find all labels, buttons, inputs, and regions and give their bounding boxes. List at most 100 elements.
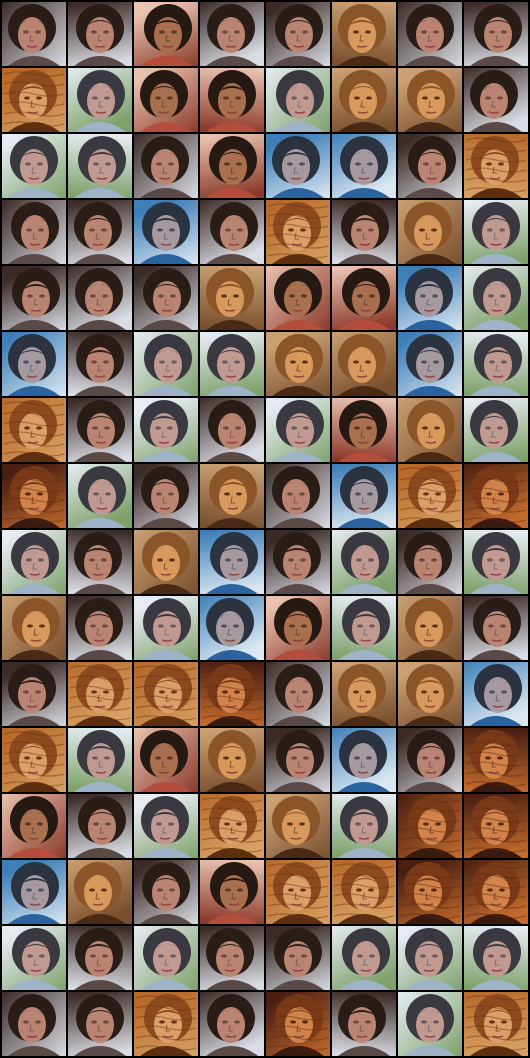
face-thumbnail [266, 266, 330, 330]
face-thumbnail [2, 464, 66, 528]
face-thumbnail [332, 200, 396, 264]
face-thumbnail [266, 926, 330, 990]
face-thumbnail [464, 332, 528, 396]
face-thumbnail [332, 332, 396, 396]
face-thumbnail [200, 68, 264, 132]
face-thumbnail [2, 398, 66, 462]
face-thumbnail [2, 530, 66, 594]
face-thumbnail [398, 860, 462, 924]
face-thumbnail [464, 530, 528, 594]
face-thumbnail [332, 134, 396, 198]
face-thumbnail [134, 728, 198, 792]
face-thumbnail [398, 200, 462, 264]
face-thumbnail [464, 398, 528, 462]
face-thumbnail [398, 794, 462, 858]
face-thumbnail [2, 2, 66, 66]
face-thumbnail [68, 992, 132, 1056]
face-thumbnail [266, 728, 330, 792]
face-thumbnail [200, 464, 264, 528]
face-thumbnail [332, 662, 396, 726]
face-thumbnail [134, 794, 198, 858]
face-thumbnail [134, 926, 198, 990]
face-thumbnail [332, 2, 396, 66]
face-thumbnail [398, 596, 462, 660]
face-thumbnail [200, 992, 264, 1056]
face-thumbnail [134, 68, 198, 132]
face-thumbnail [68, 332, 132, 396]
face-thumbnail [200, 530, 264, 594]
face-thumbnail [332, 860, 396, 924]
face-thumbnail [134, 266, 198, 330]
face-thumbnail [464, 464, 528, 528]
face-thumbnail [332, 398, 396, 462]
face-thumbnail [134, 200, 198, 264]
face-thumbnail [266, 860, 330, 924]
face-thumbnail [398, 332, 462, 396]
face-thumbnail [464, 662, 528, 726]
face-thumbnail [266, 464, 330, 528]
face-thumbnail [200, 398, 264, 462]
face-thumbnail [464, 728, 528, 792]
face-thumbnail [398, 398, 462, 462]
face-thumbnail [398, 134, 462, 198]
face-thumbnail [332, 68, 396, 132]
face-thumbnail [68, 728, 132, 792]
face-thumbnail [398, 68, 462, 132]
face-thumbnail [2, 860, 66, 924]
face-thumbnail [464, 200, 528, 264]
face-thumbnail [68, 596, 132, 660]
face-thumbnail [68, 398, 132, 462]
face-thumbnail [68, 794, 132, 858]
face-thumbnail [2, 992, 66, 1056]
face-thumbnail [332, 926, 396, 990]
face-thumbnail [398, 926, 462, 990]
face-thumbnail [134, 596, 198, 660]
face-thumbnail [464, 266, 528, 330]
face-thumbnail [68, 860, 132, 924]
face-thumbnail [200, 266, 264, 330]
face-thumbnail [200, 134, 264, 198]
face-thumbnail [200, 794, 264, 858]
face-thumbnail [68, 464, 132, 528]
face-thumbnail [2, 134, 66, 198]
face-thumbnail [134, 332, 198, 396]
face-thumbnail [200, 332, 264, 396]
face-thumbnail [2, 596, 66, 660]
face-thumbnail [398, 992, 462, 1056]
face-thumbnail [2, 794, 66, 858]
face-thumbnail [398, 728, 462, 792]
face-thumbnail [2, 662, 66, 726]
face-thumbnail [200, 596, 264, 660]
face-thumbnail [68, 134, 132, 198]
face-thumbnail [332, 992, 396, 1056]
face-thumbnail [398, 464, 462, 528]
face-thumbnail [134, 860, 198, 924]
face-thumbnail [68, 662, 132, 726]
face-thumbnail [2, 926, 66, 990]
face-thumbnail [266, 530, 330, 594]
face-thumbnail [134, 2, 198, 66]
face-thumbnail [266, 662, 330, 726]
face-thumbnail [464, 926, 528, 990]
face-thumbnail [2, 332, 66, 396]
face-thumbnail [464, 794, 528, 858]
face-thumbnail [332, 794, 396, 858]
face-thumbnail [464, 68, 528, 132]
face-thumbnail [134, 530, 198, 594]
face-thumbnail [266, 398, 330, 462]
face-thumbnail [266, 68, 330, 132]
face-thumbnail [464, 860, 528, 924]
face-thumbnail [68, 200, 132, 264]
face-thumbnail [332, 266, 396, 330]
face-thumbnail [266, 794, 330, 858]
face-thumbnail [68, 68, 132, 132]
face-thumbnail [2, 68, 66, 132]
face-thumbnail [200, 2, 264, 66]
face-thumbnail [464, 2, 528, 66]
face-thumbnail [464, 134, 528, 198]
face-thumbnail [134, 398, 198, 462]
face-thumbnail [332, 530, 396, 594]
face-thumbnail [464, 596, 528, 660]
face-thumbnail [134, 662, 198, 726]
face-thumbnail [266, 992, 330, 1056]
